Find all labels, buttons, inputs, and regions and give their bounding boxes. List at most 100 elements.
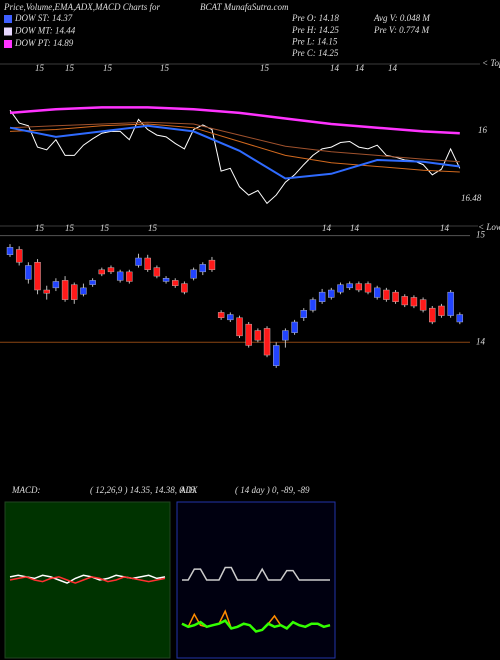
volume-info: Avg V: 0.048 M xyxy=(373,13,430,23)
legend-label: DOW ST: 14.37 xyxy=(14,13,73,23)
candle-body xyxy=(447,291,454,316)
panel-annotation: 16 xyxy=(478,125,488,135)
candle-body xyxy=(61,280,69,300)
panel-title: ADX xyxy=(179,485,198,495)
candle-body xyxy=(107,267,115,273)
close-line xyxy=(9,109,461,205)
indicator-line xyxy=(182,566,330,581)
candle-body xyxy=(144,257,151,270)
date-label: 15 xyxy=(160,63,170,73)
candle-body xyxy=(456,314,464,323)
candle-body xyxy=(392,291,399,302)
legend-swatch xyxy=(4,27,12,36)
candle-body xyxy=(383,289,390,300)
legend-label: DOW PT: 14.89 xyxy=(14,38,74,48)
candle-body xyxy=(245,323,252,346)
candle-body xyxy=(355,283,363,291)
candle-body xyxy=(71,284,78,300)
candle-body xyxy=(410,297,418,307)
price-info: Pre H: 14.25 xyxy=(291,25,339,35)
site-name: BCAT MunafaSutra.com xyxy=(200,2,289,12)
ema-line xyxy=(9,121,460,163)
candle-body xyxy=(374,287,381,298)
candle-body xyxy=(43,289,50,294)
candle-body xyxy=(419,299,427,311)
candle-body xyxy=(309,299,317,311)
candle-body xyxy=(217,312,225,318)
date-label: 15 xyxy=(103,63,113,73)
candle-body xyxy=(346,283,353,289)
panel-annotation: < Lows xyxy=(478,222,500,232)
panel-subtitle: ( 14 day ) 0, -89, -89 xyxy=(235,485,310,495)
candle-body xyxy=(263,328,271,356)
indicator-line xyxy=(9,574,166,584)
candle-body xyxy=(273,345,280,366)
candle-body xyxy=(80,287,87,295)
candle-body xyxy=(153,267,161,277)
candle-body xyxy=(162,278,170,282)
date-label: 15 xyxy=(260,63,270,73)
panel-subtitle: ( 12,26,9 ) 14.35, 14.38, 0.03 xyxy=(90,485,195,495)
date-label: 14 xyxy=(322,223,332,233)
candle-body xyxy=(135,257,142,266)
panel-annotation: 16.48 xyxy=(461,193,482,203)
candle-body xyxy=(236,317,243,337)
legend-swatch xyxy=(4,40,12,48)
candle-body xyxy=(98,269,106,275)
candle-body xyxy=(126,271,133,282)
candle-body xyxy=(364,283,372,293)
y-tick-label: 15 xyxy=(476,230,486,240)
candle-body xyxy=(438,305,445,316)
date-label: 15 xyxy=(65,223,75,233)
candle-body xyxy=(401,296,408,306)
candle-body xyxy=(291,321,298,333)
ema-line xyxy=(9,123,460,173)
date-label: 14 xyxy=(440,223,450,233)
candle-body xyxy=(328,289,335,298)
candle-body xyxy=(300,310,307,318)
date-label: 15 xyxy=(100,223,110,233)
candle-body xyxy=(190,269,197,279)
date-label: 15 xyxy=(65,63,75,73)
candle-body xyxy=(15,249,23,263)
price-info: Pre L: 14.15 xyxy=(291,36,338,46)
legend-label: DOW MT: 14.44 xyxy=(14,26,76,36)
y-tick-label: 14 xyxy=(476,336,486,346)
price-info: Pre C: 14.25 xyxy=(291,48,339,58)
date-label: 15 xyxy=(35,223,45,233)
panel-title: MACD: xyxy=(11,485,41,495)
price-info: Pre O: 14.18 xyxy=(291,13,339,23)
candle-body xyxy=(337,284,344,293)
candle-body xyxy=(172,280,179,286)
candle-body xyxy=(181,283,188,293)
ema-line xyxy=(9,124,460,180)
candle-body xyxy=(199,264,206,273)
panel-background xyxy=(4,501,171,659)
page-title: Price,Volume,EMA,ADX,MACD Charts for xyxy=(3,2,160,12)
date-label: 15 xyxy=(148,223,158,233)
ema-line xyxy=(9,106,460,135)
candle-body xyxy=(6,247,14,255)
candle-body xyxy=(52,281,60,289)
indicator-line xyxy=(9,576,166,584)
date-label: 15 xyxy=(35,63,45,73)
candle-body xyxy=(34,262,41,291)
candle-body xyxy=(208,259,216,270)
candle-body xyxy=(89,280,96,285)
candle-body xyxy=(254,330,262,341)
date-label: 14 xyxy=(330,63,340,73)
candle-body xyxy=(227,314,234,321)
candle-body xyxy=(25,265,32,280)
date-label: 14 xyxy=(355,63,365,73)
candle-body xyxy=(282,330,289,341)
indicator-line xyxy=(181,619,331,633)
date-label: 14 xyxy=(388,63,398,73)
date-label: 14 xyxy=(350,223,360,233)
candle-body xyxy=(429,307,436,323)
candle-body xyxy=(318,291,326,302)
legend-swatch xyxy=(4,15,12,23)
panel-annotation: < Tops xyxy=(482,58,500,68)
volume-info: Pre V: 0.774 M xyxy=(373,25,430,35)
